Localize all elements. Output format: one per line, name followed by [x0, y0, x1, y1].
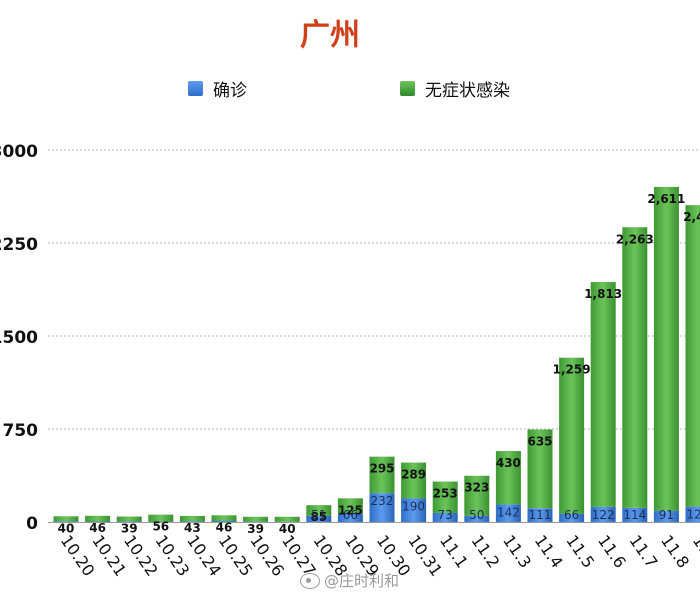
legend-swatch-confirmed [188, 81, 203, 96]
data-label-confirmed: 142 [497, 505, 520, 519]
bar-asymptomatic [116, 516, 142, 522]
legend-swatch-asymptomatic [400, 81, 415, 96]
data-label-confirmed: 73 [438, 508, 453, 522]
data-label-asymptomatic: 1,259 [553, 363, 591, 377]
x-tick-label: 11.5 [562, 531, 598, 571]
bar-asymptomatic [685, 205, 700, 507]
y-tick-label: 0 [26, 514, 38, 534]
data-label-confirmed: 232 [371, 494, 394, 508]
data-label-confirmed: 66 [564, 508, 579, 522]
x-tick-label: 11.4 [531, 531, 567, 571]
data-label-asymptomatic: 2,611 [647, 192, 685, 206]
bar-asymptomatic [464, 475, 490, 516]
bar-confirmed [337, 513, 363, 522]
data-label-confirmed: 122 [592, 508, 615, 522]
bar-confirmed [622, 507, 648, 522]
bar-confirmed [369, 493, 395, 522]
bar-confirmed [495, 504, 521, 522]
bar-asymptomatic [211, 515, 237, 522]
data-label-confirmed: 91 [659, 508, 674, 522]
data-label-asymptomatic: 40 [58, 521, 75, 535]
data-label-asymptomatic: 125 [338, 503, 363, 517]
bar-asymptomatic [53, 516, 79, 522]
bar-asymptomatic [527, 429, 553, 509]
bar-confirmed [590, 506, 616, 522]
y-tick-label: 750 [3, 421, 39, 441]
data-label-confirmed: 190 [402, 499, 425, 513]
data-label-asymptomatic: 85 [310, 510, 327, 524]
bar-confirmed [464, 515, 490, 522]
x-tick-label: 11.7 [626, 531, 662, 571]
bar-asymptomatic [179, 515, 205, 522]
legend-label-asymptomatic: 无症状感染 [425, 81, 510, 101]
data-label-asymptomatic: 323 [464, 481, 489, 495]
bar-confirmed [432, 512, 458, 522]
bar-confirmed [179, 521, 205, 522]
bar-asymptomatic [559, 357, 585, 514]
data-label-confirmed: 124 [687, 508, 700, 522]
data-label-asymptomatic: 56 [152, 520, 169, 534]
bar-confirmed [401, 498, 427, 522]
bar-confirmed [306, 515, 332, 522]
data-label-asymptomatic: 289 [401, 468, 426, 482]
data-label-asymptomatic: 1,813 [584, 287, 622, 301]
data-label-asymptomatic: 295 [369, 462, 394, 476]
data-label-confirmed: 114 [623, 508, 646, 522]
x-tick-label: 11.3 [499, 531, 535, 571]
data-label-asymptomatic: 430 [496, 456, 521, 470]
y-tick-label: 1500 [0, 328, 38, 348]
bar-asymptomatic [653, 186, 679, 511]
x-tick-label: 11.6 [594, 531, 630, 571]
bar-asymptomatic [590, 282, 616, 507]
bar-asymptomatic [337, 498, 363, 514]
data-label-asymptomatic: 253 [433, 487, 458, 501]
y-tick-label: 3000 [0, 142, 38, 162]
legend-item-confirmed: 确诊 [188, 76, 247, 101]
bar-asymptomatic [432, 481, 458, 513]
bar-confirmed [527, 508, 553, 522]
data-label-confirmed: 51 [311, 508, 326, 522]
bar-confirmed [116, 521, 142, 522]
data-label-confirmed: 50 [469, 508, 484, 522]
data-label-asymptomatic: 40 [279, 522, 296, 536]
data-label-asymptomatic: 2,263 [616, 232, 654, 246]
bar-asymptomatic [401, 462, 427, 499]
bar-confirmed [559, 513, 585, 522]
data-label-asymptomatic: 46 [216, 520, 233, 534]
watermark: @庄时利和 [300, 570, 399, 591]
data-label-asymptomatic: 43 [184, 521, 201, 535]
data-label-asymptomatic: 635 [527, 434, 552, 448]
data-label-confirmed: 66 [343, 508, 358, 522]
legend-label-confirmed: 确诊 [213, 81, 247, 101]
bar-confirmed [211, 521, 237, 522]
weibo-icon [300, 572, 320, 589]
bar-asymptomatic [306, 505, 332, 516]
data-label-asymptomatic: 46 [89, 521, 106, 535]
data-label-confirmed: 111 [529, 508, 552, 522]
data-label-asymptomatic: 39 [121, 522, 138, 536]
bar-asymptomatic [622, 227, 648, 508]
bar-confirmed [685, 506, 700, 522]
x-tick-label: 11.2 [468, 531, 504, 571]
x-tick-label: 11.8 [657, 531, 693, 571]
chart-title: 广州 [300, 18, 360, 53]
legend-item-asymptomatic: 无症状感染 [400, 76, 510, 101]
bar-asymptomatic [85, 515, 111, 522]
data-label-asymptomatic: 2,43 [683, 210, 700, 224]
bar-asymptomatic [495, 451, 521, 505]
bar-asymptomatic [274, 516, 300, 522]
bar-asymptomatic [369, 456, 395, 494]
bar-asymptomatic [148, 514, 174, 522]
x-tick-label: 11.9 [689, 531, 700, 571]
bar-asymptomatic [243, 516, 269, 522]
watermark-text: @庄时利和 [324, 572, 400, 590]
data-label-asymptomatic: 39 [247, 522, 264, 536]
bar-confirmed [53, 521, 79, 522]
bar-confirmed [653, 510, 679, 522]
y-tick-label: 2250 [0, 235, 38, 255]
